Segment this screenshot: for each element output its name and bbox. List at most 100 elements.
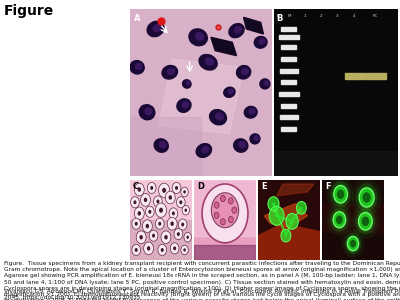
- Circle shape: [342, 229, 364, 258]
- Circle shape: [228, 198, 233, 204]
- Polygon shape: [264, 204, 308, 228]
- Circle shape: [358, 187, 375, 208]
- Circle shape: [358, 213, 372, 230]
- Circle shape: [146, 206, 154, 218]
- Circle shape: [136, 231, 146, 244]
- Polygon shape: [280, 69, 298, 73]
- Circle shape: [214, 212, 219, 219]
- Circle shape: [164, 235, 168, 239]
- Circle shape: [362, 192, 371, 203]
- Circle shape: [337, 190, 344, 199]
- Circle shape: [286, 213, 298, 229]
- Circle shape: [140, 235, 143, 239]
- Ellipse shape: [162, 65, 178, 79]
- Polygon shape: [277, 184, 314, 196]
- Circle shape: [359, 188, 374, 207]
- Text: 1: 1: [304, 14, 306, 18]
- Circle shape: [135, 222, 138, 226]
- Circle shape: [184, 232, 191, 242]
- Circle shape: [135, 248, 138, 252]
- Circle shape: [152, 234, 155, 238]
- Ellipse shape: [239, 142, 245, 148]
- Circle shape: [156, 203, 166, 218]
- Circle shape: [158, 183, 170, 197]
- Circle shape: [138, 187, 141, 192]
- Ellipse shape: [145, 108, 152, 115]
- Ellipse shape: [224, 87, 235, 97]
- Circle shape: [327, 204, 352, 236]
- Ellipse shape: [259, 39, 265, 44]
- Polygon shape: [280, 115, 298, 119]
- Circle shape: [220, 219, 226, 225]
- Polygon shape: [322, 204, 384, 232]
- Ellipse shape: [177, 99, 191, 112]
- Circle shape: [358, 211, 373, 231]
- Circle shape: [161, 231, 171, 244]
- Circle shape: [220, 195, 226, 202]
- Circle shape: [327, 177, 354, 212]
- Circle shape: [268, 197, 279, 211]
- Polygon shape: [130, 220, 192, 260]
- Circle shape: [150, 186, 153, 190]
- Text: Figure.  Tissue specimens from a kidney transplant recipient with concurrent par: Figure. Tissue specimens from a kidney t…: [4, 261, 400, 300]
- Polygon shape: [282, 103, 296, 108]
- Polygon shape: [282, 45, 296, 49]
- Circle shape: [352, 204, 379, 239]
- Circle shape: [144, 198, 147, 202]
- Polygon shape: [130, 180, 192, 260]
- Polygon shape: [366, 73, 386, 79]
- Ellipse shape: [147, 21, 164, 37]
- Ellipse shape: [242, 68, 248, 74]
- Circle shape: [346, 236, 360, 252]
- Circle shape: [146, 224, 149, 228]
- Polygon shape: [244, 17, 264, 34]
- Circle shape: [183, 190, 186, 194]
- Circle shape: [333, 184, 348, 204]
- Circle shape: [156, 218, 164, 229]
- Circle shape: [159, 208, 163, 213]
- Ellipse shape: [168, 68, 175, 74]
- Circle shape: [214, 202, 219, 208]
- Polygon shape: [282, 57, 296, 61]
- Circle shape: [170, 243, 179, 254]
- Circle shape: [184, 208, 187, 212]
- Circle shape: [202, 184, 248, 243]
- Circle shape: [334, 186, 348, 203]
- Ellipse shape: [210, 110, 226, 125]
- Circle shape: [148, 210, 151, 214]
- Ellipse shape: [186, 81, 190, 85]
- Circle shape: [162, 188, 166, 193]
- Circle shape: [181, 245, 188, 255]
- Circle shape: [132, 218, 140, 229]
- Ellipse shape: [154, 139, 168, 152]
- Polygon shape: [194, 180, 256, 260]
- Polygon shape: [130, 180, 192, 220]
- Circle shape: [348, 236, 358, 251]
- Circle shape: [138, 211, 141, 216]
- Ellipse shape: [264, 81, 268, 85]
- Polygon shape: [194, 245, 256, 260]
- Polygon shape: [258, 180, 320, 260]
- Polygon shape: [279, 35, 299, 39]
- Ellipse shape: [206, 58, 214, 65]
- Circle shape: [336, 215, 343, 224]
- Polygon shape: [130, 117, 201, 176]
- Text: Vivarescu GS, Arrowood MJ, Quarestons Y, Sriram R, Bandea R, Wilkins PP et al. C: Vivarescu GS, Arrowood MJ, Quarestons Y,…: [4, 289, 400, 300]
- Polygon shape: [322, 180, 384, 260]
- Polygon shape: [282, 80, 296, 84]
- Ellipse shape: [202, 147, 209, 153]
- Circle shape: [362, 217, 369, 226]
- Circle shape: [161, 248, 164, 252]
- Ellipse shape: [160, 142, 166, 148]
- Polygon shape: [258, 224, 320, 260]
- Circle shape: [355, 208, 376, 235]
- Circle shape: [168, 195, 172, 200]
- Circle shape: [332, 211, 346, 229]
- Text: M: M: [287, 14, 291, 18]
- Text: Figure: Figure: [4, 4, 54, 19]
- Circle shape: [174, 229, 183, 240]
- Circle shape: [132, 244, 140, 256]
- Circle shape: [345, 233, 361, 254]
- Circle shape: [211, 193, 239, 228]
- Ellipse shape: [153, 25, 161, 32]
